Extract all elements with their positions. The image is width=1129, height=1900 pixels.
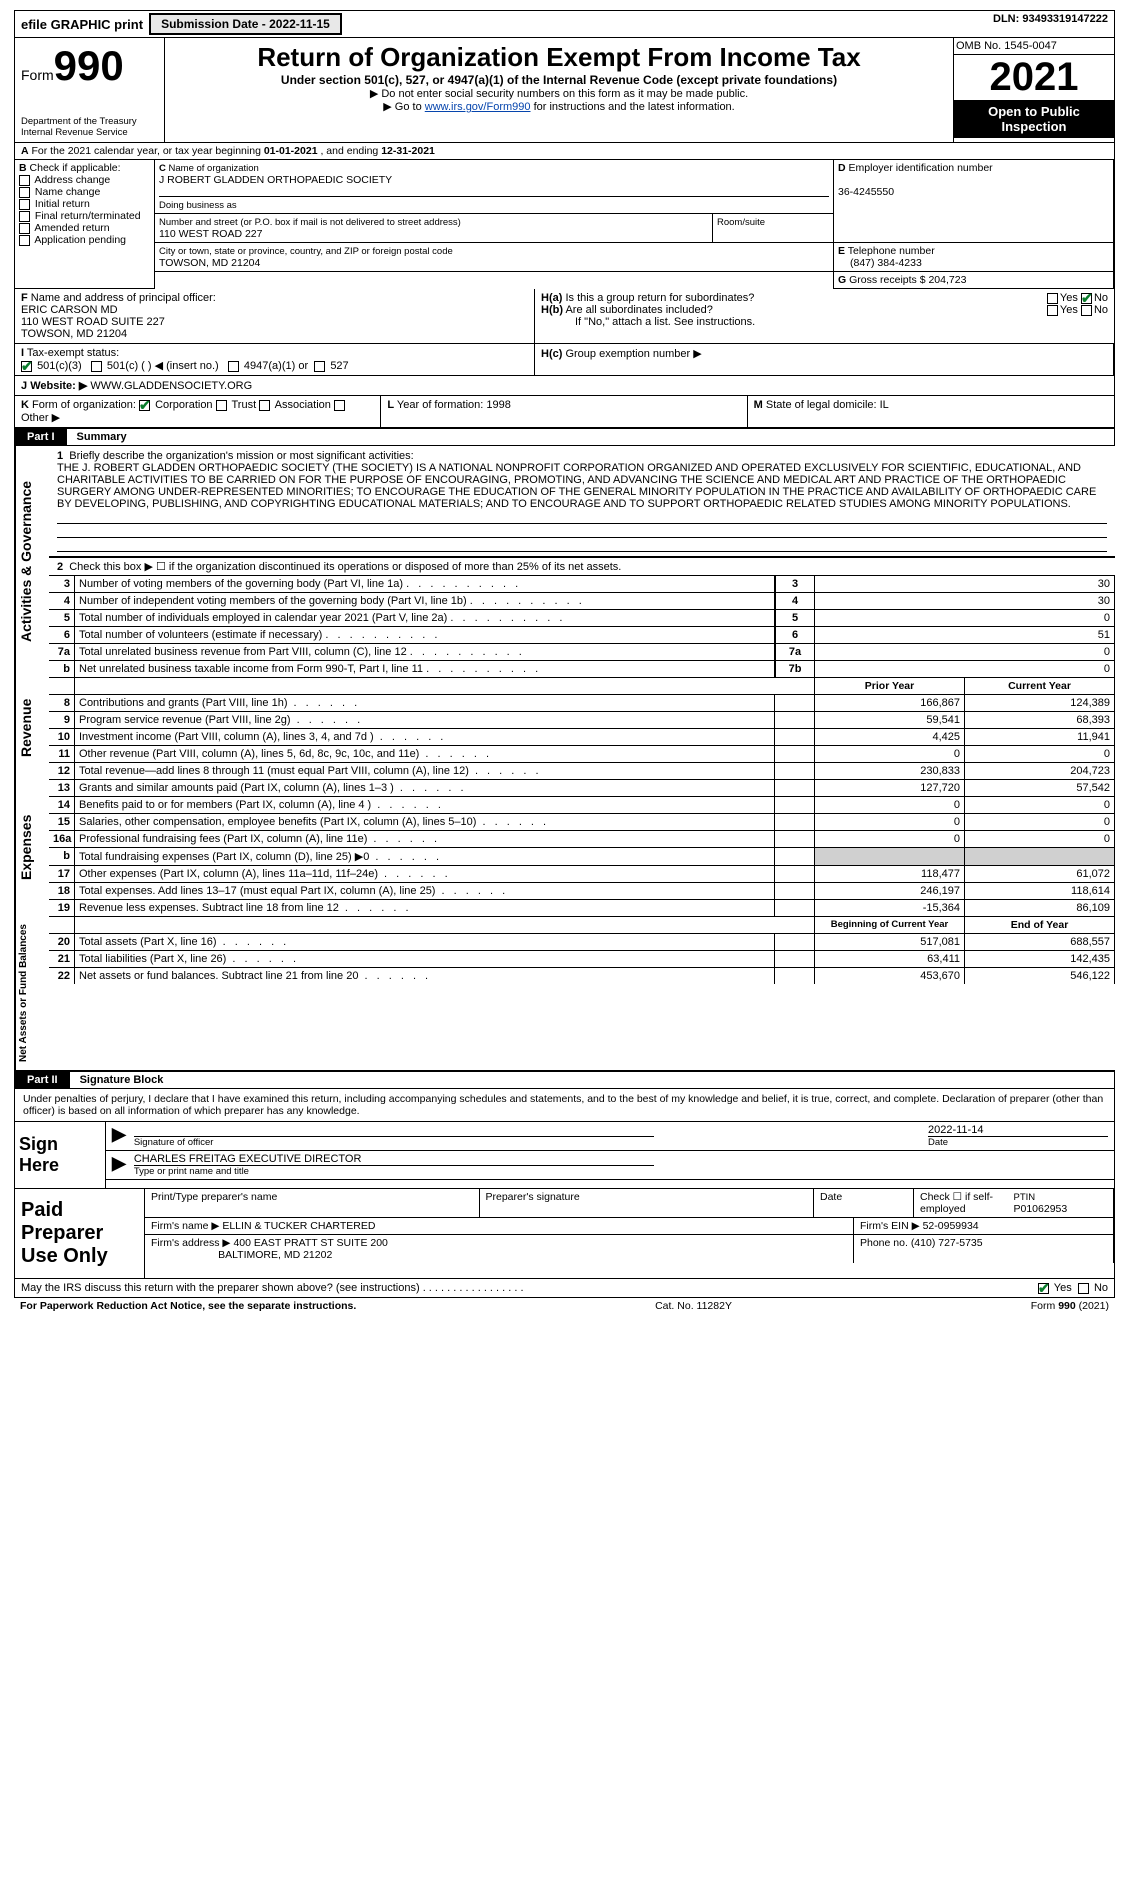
part-2-header: Part II Signature Block [14, 1071, 1115, 1089]
summary-line-10: 10 Investment income (Part VIII, column … [49, 728, 1115, 745]
discuss-row: May the IRS discuss this return with the… [14, 1279, 1115, 1298]
submission-date-button[interactable]: Submission Date - 2022-11-15 [149, 13, 342, 35]
summary-line-5: 5 Total number of individuals employed i… [49, 609, 1115, 626]
check-501c3[interactable] [21, 361, 32, 372]
form-title: Return of Organization Exempt From Incom… [171, 42, 947, 73]
summary-line-b: b Total fundraising expenses (Part IX, c… [49, 847, 1115, 865]
mission-text: THE J. ROBERT GLADDEN ORTHOPAEDIC SOCIET… [57, 462, 1096, 510]
website: WWW.GLADDENSOCIETY.ORG [90, 380, 252, 392]
h-a-yes[interactable] [1047, 293, 1058, 304]
street-address: 110 WEST ROAD 227 [159, 228, 263, 240]
ptin: P01062953 [1014, 1203, 1068, 1215]
tax-year: 2021 [954, 55, 1114, 100]
sign-date: 2022-11-14 [928, 1124, 983, 1136]
efile-label: efile GRAPHIC print [21, 17, 143, 32]
summary-section: Activities & Governance 1 Briefly descri… [14, 446, 1115, 1071]
open-public: Open to Public [956, 104, 1112, 119]
form-note-ssn: ▶ Do not enter social security numbers o… [171, 87, 947, 100]
form-number: 990 [54, 42, 124, 89]
form-header: Form990 Department of the Treasury Inter… [14, 38, 1115, 143]
h-b-no[interactable] [1081, 305, 1092, 316]
state-domicile: IL [880, 399, 889, 411]
tab-expenses: Expenses [15, 779, 49, 916]
arrow-icon: ▶ [112, 1153, 126, 1177]
org-name: J ROBERT GLADDEN ORTHOPAEDIC SOCIETY [159, 174, 392, 186]
gross-receipts: 204,723 [928, 274, 966, 286]
penalty-statement: Under penalties of perjury, I declare th… [14, 1089, 1115, 1122]
irs-link[interactable]: www.irs.gov/Form990 [425, 101, 531, 113]
form-subtitle: Under section 501(c), 527, or 4947(a)(1)… [171, 73, 947, 87]
page-footer: For Paperwork Reduction Act Notice, see … [14, 1298, 1115, 1314]
summary-line-22: 22 Net assets or fund balances. Subtract… [49, 967, 1115, 984]
officer-name-title: CHARLES FREITAG EXECUTIVE DIRECTOR [134, 1153, 362, 1165]
check-corporation[interactable] [139, 400, 150, 411]
check-association[interactable] [259, 400, 270, 411]
line-a-tax-year: A For the 2021 calendar year, or tax yea… [14, 143, 1115, 160]
summary-line-16a: 16a Professional fundraising fees (Part … [49, 830, 1115, 847]
check-other[interactable] [334, 400, 345, 411]
discuss-yes[interactable] [1038, 1283, 1049, 1294]
check-4947[interactable] [228, 361, 239, 372]
entity-info-grid: B Check if applicable: Address change Na… [14, 160, 1115, 289]
sign-here-block: Sign Here ▶ Signature of officer 2022-11… [14, 1122, 1115, 1189]
omb-number: OMB No. 1545-0047 [954, 38, 1114, 55]
summary-line-8: 8 Contributions and grants (Part VIII, l… [49, 694, 1115, 711]
tax-status-row: I Tax-exempt status: 501(c)(3) 501(c) ( … [14, 344, 1115, 376]
summary-line-18: 18 Total expenses. Add lines 13–17 (must… [49, 882, 1115, 899]
summary-line-11: 11 Other revenue (Part VIII, column (A),… [49, 745, 1115, 762]
tab-governance: Activities & Governance [15, 446, 49, 677]
summary-line-b: b Net unrelated business taxable income … [49, 660, 1115, 677]
part-1-header: Part I Summary [14, 428, 1115, 446]
summary-line-19: 19 Revenue less expenses. Subtract line … [49, 899, 1115, 916]
k-l-m-row: K Form of organization: Corporation Trus… [14, 396, 1115, 428]
website-row: J Website: ▶ WWW.GLADDENSOCIETY.ORG [14, 376, 1115, 396]
tab-net-assets: Net Assets or Fund Balances [15, 916, 49, 1070]
summary-line-3: 3 Number of voting members of the govern… [49, 575, 1115, 592]
check-app-pending[interactable] [19, 235, 30, 246]
discuss-no[interactable] [1078, 1283, 1089, 1294]
firm-addr2: BALTIMORE, MD 21202 [218, 1249, 332, 1261]
check-initial-return[interactable] [19, 199, 30, 210]
check-name-change[interactable] [19, 187, 30, 198]
summary-line-20: 20 Total assets (Part X, line 16) . . . … [49, 933, 1115, 950]
summary-line-21: 21 Total liabilities (Part X, line 26) .… [49, 950, 1115, 967]
summary-line-7a: 7a Total unrelated business revenue from… [49, 643, 1115, 660]
check-trust[interactable] [216, 400, 227, 411]
form-note-link: ▶ Go to www.irs.gov/Form990 for instruct… [171, 100, 947, 113]
ein: 36-4245550 [838, 186, 894, 198]
summary-line-4: 4 Number of independent voting members o… [49, 592, 1115, 609]
summary-line-9: 9 Program service revenue (Part VIII, li… [49, 711, 1115, 728]
officer-name: ERIC CARSON MD [21, 304, 118, 316]
dln: DLN: 93493319147222 [987, 11, 1114, 37]
arrow-icon: ▶ [112, 1124, 126, 1148]
dept-treasury: Department of the Treasury [21, 116, 158, 127]
check-final-return[interactable] [19, 211, 30, 222]
summary-line-12: 12 Total revenue—add lines 8 through 11 … [49, 762, 1115, 779]
h-a-no[interactable] [1081, 293, 1092, 304]
summary-line-17: 17 Other expenses (Part IX, column (A), … [49, 865, 1115, 882]
check-amended[interactable] [19, 223, 30, 234]
firm-name: ELLIN & TUCKER CHARTERED [222, 1220, 375, 1232]
check-527[interactable] [314, 361, 325, 372]
officer-group-row: F Name and address of principal officer:… [14, 289, 1115, 344]
inspection: Inspection [956, 119, 1112, 134]
firm-addr1: 400 EAST PRATT ST SUITE 200 [233, 1237, 387, 1249]
city-state-zip: TOWSON, MD 21204 [159, 257, 260, 269]
firm-phone: (410) 727-5735 [911, 1237, 983, 1249]
year-formation: 1998 [486, 399, 510, 411]
h-b-yes[interactable] [1047, 305, 1058, 316]
summary-line-14: 14 Benefits paid to or for members (Part… [49, 796, 1115, 813]
firm-ein: 52-0959934 [923, 1220, 979, 1232]
summary-line-6: 6 Total number of volunteers (estimate i… [49, 626, 1115, 643]
paid-preparer-block: Paid Preparer Use Only Print/Type prepar… [14, 1189, 1115, 1279]
summary-line-13: 13 Grants and similar amounts paid (Part… [49, 779, 1115, 796]
check-501c[interactable] [91, 361, 102, 372]
summary-line-15: 15 Salaries, other compensation, employe… [49, 813, 1115, 830]
telephone: (847) 384-4233 [838, 257, 922, 269]
tab-revenue: Revenue [15, 677, 49, 779]
top-row: efile GRAPHIC print Submission Date - 20… [14, 10, 1115, 38]
dept-irs: Internal Revenue Service [21, 127, 158, 138]
check-address-change[interactable] [19, 175, 30, 186]
